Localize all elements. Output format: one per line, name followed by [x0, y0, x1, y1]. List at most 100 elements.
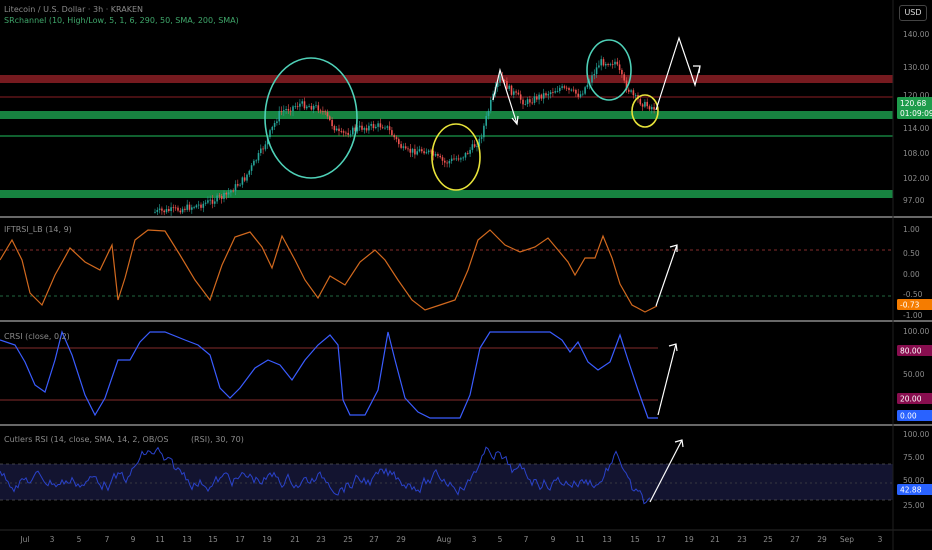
candle-body	[499, 76, 501, 83]
candle-body	[361, 125, 363, 130]
projection-zigzag-1	[492, 67, 518, 125]
iftrsi-projection-arrow	[655, 244, 678, 307]
candle-body	[257, 153, 260, 161]
teal-ellipse-jul-19	[264, 57, 358, 179]
candle-body	[533, 96, 536, 103]
candle-body	[237, 184, 239, 186]
candle-body	[593, 74, 596, 76]
candle-body	[487, 110, 490, 116]
iftrsi-legend[interactable]: IFTRSI_LB (14, 9)	[4, 225, 72, 234]
candle-body	[464, 152, 467, 158]
candle-body	[508, 85, 510, 89]
candle-body	[317, 105, 320, 111]
date-tick-label: 13	[602, 535, 612, 544]
candle-body	[283, 110, 285, 112]
candle-body	[616, 61, 619, 65]
candle-body	[630, 90, 632, 92]
candle-body	[191, 207, 193, 210]
candle-body	[216, 195, 218, 202]
candle-body	[547, 94, 550, 96]
candle-body	[310, 106, 313, 110]
candle-body	[319, 110, 322, 112]
cutler-tick-label: 50.00	[903, 476, 925, 485]
candle-body	[250, 165, 253, 171]
candle-body	[340, 131, 343, 132]
cutler-band	[0, 464, 893, 500]
date-tick-label: 19	[262, 535, 272, 544]
candle-body	[156, 209, 159, 212]
candle-body	[204, 202, 207, 204]
iftrsi-arrowhead	[669, 244, 678, 252]
candle-body	[503, 80, 506, 81]
candle-body	[197, 204, 200, 206]
candle-body	[333, 126, 336, 131]
candle-body	[315, 105, 317, 107]
iftrsi-panel[interactable]	[0, 229, 932, 322]
candle-body	[294, 106, 297, 108]
candle-body	[480, 137, 483, 139]
candle-body	[646, 101, 648, 107]
projection-arrowhead-1	[511, 115, 519, 126]
candle-body	[531, 102, 533, 104]
date-axis: Jul 3 5 7 9 11 13 15 17 19 21 23 25 27 29 Aug 3 5 7 9 11 13 15…	[19, 535, 882, 544]
candle-body	[384, 127, 386, 129]
candle-body	[441, 157, 444, 161]
candle-body	[545, 93, 547, 96]
candle-body	[386, 126, 389, 128]
cutlers-rsi-legend[interactable]: Cutlers RSI (14, close, SMA, 14, 2, OB/O…	[4, 435, 244, 444]
candle-body	[181, 208, 184, 213]
currency-button[interactable]: USD	[899, 5, 927, 21]
crsi-arrowhead	[668, 343, 678, 352]
crsi-value-badge	[897, 410, 932, 421]
candle-body	[623, 74, 625, 81]
candle-body	[460, 158, 462, 160]
candle-body	[490, 99, 492, 111]
crsi-line	[0, 330, 658, 419]
candle-body	[538, 94, 540, 100]
candle-body	[423, 151, 425, 154]
candle-body	[161, 208, 163, 211]
candle-body	[273, 122, 276, 127]
candle-body	[207, 200, 209, 203]
candle-body	[586, 84, 589, 88]
candle-body	[536, 96, 538, 100]
candle-body	[232, 190, 234, 192]
crsi-tick-label: 50.00	[903, 370, 925, 379]
price-axis[interactable]: 140.00 130.00 120.00 114.00 108.00 102.00 97.0…	[892, 0, 932, 550]
candle-body	[260, 148, 262, 154]
date-tick-label: 21	[290, 535, 300, 544]
crsi-upper-badge	[897, 345, 932, 356]
candle-body	[172, 207, 175, 209]
iftrsi-tick-label: -0.50	[903, 290, 923, 299]
candle-body	[347, 132, 349, 135]
candle-body	[301, 101, 303, 104]
candle-body	[559, 87, 561, 92]
date-tick-label: 7	[524, 535, 529, 544]
candle-body	[513, 91, 515, 95]
iftrsi-value-badge	[897, 299, 932, 310]
candle-body	[540, 94, 543, 99]
candle-body	[614, 61, 616, 65]
crsi-panel[interactable]	[0, 330, 932, 426]
candle-body	[168, 208, 170, 212]
candle-body	[414, 148, 416, 155]
date-tick-label: 9	[131, 535, 136, 544]
candle-body	[515, 91, 517, 93]
candle-body	[542, 93, 545, 99]
candle-body	[200, 204, 202, 208]
candle-body	[370, 124, 372, 126]
candle-body	[582, 93, 584, 95]
candle-body	[220, 196, 223, 199]
candle-body	[253, 160, 255, 166]
projection-arrowhead-2	[693, 65, 701, 74]
price-panel[interactable]	[0, 36, 932, 218]
srchannel-legend[interactable]: SRchannel (10, High/Low, 5, 1, 6, 290, 5…	[4, 16, 239, 25]
cutlers-rsi-panel[interactable]	[0, 439, 932, 531]
candle-body	[170, 207, 172, 212]
candle-body	[485, 115, 487, 126]
candle-body	[335, 128, 338, 131]
candle-body	[246, 174, 248, 181]
crsi-legend[interactable]: CRSI (close, 0.2)	[4, 332, 70, 341]
candle-body	[407, 148, 409, 150]
